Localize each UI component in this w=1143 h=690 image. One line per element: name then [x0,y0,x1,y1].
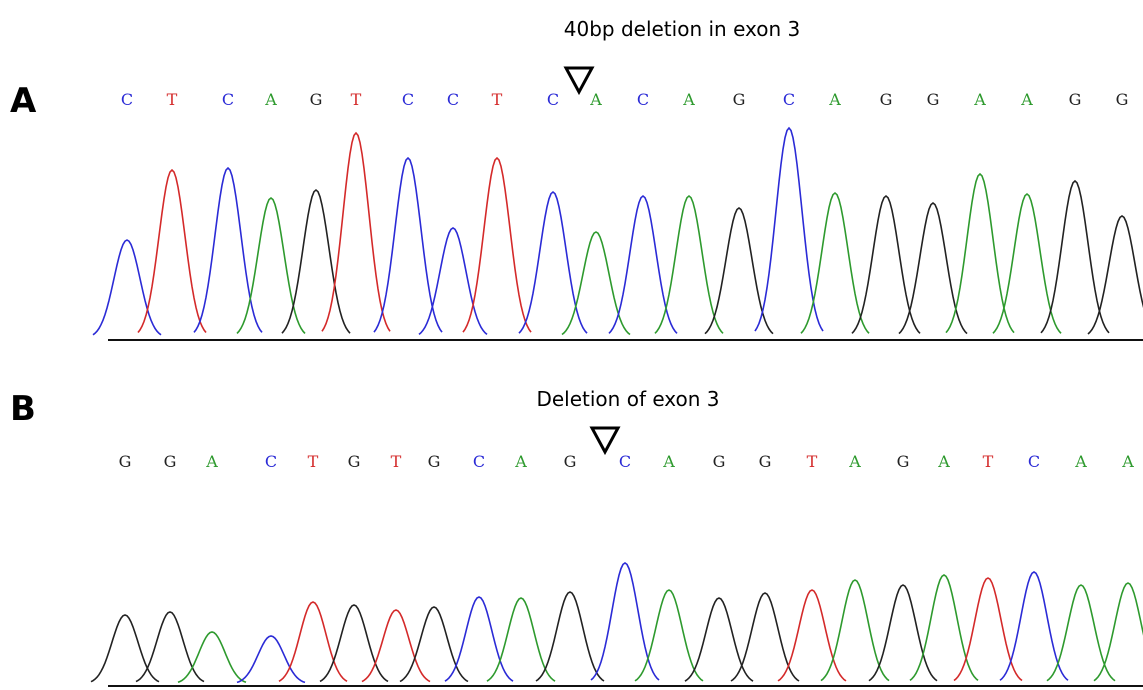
base-call: G [1069,90,1082,109]
base-call: G [119,452,132,471]
trace-peak [1094,583,1143,681]
base-call: G [880,90,893,109]
base-call: G [713,452,726,471]
base-call: C [783,90,795,109]
base-call: T [308,452,319,471]
trace-peak [910,575,978,680]
base-call: A [937,452,950,471]
trace-peak [279,602,347,681]
base-call: A [1121,452,1134,471]
base-call: A [589,90,602,109]
panel-label: B [10,389,36,429]
trace-peak [954,578,1022,681]
base-call: G [897,452,910,471]
figure: A 40bp deletion in exon 3 B Deletion of … [0,0,1143,690]
base-call: T [391,452,402,471]
base-call: G [310,90,323,109]
base-call: G [733,90,746,109]
trace-peak [93,240,161,335]
trace-peak [869,585,937,681]
base-call: T [807,452,818,471]
base-call: A [973,90,986,109]
base-call: C [222,90,234,109]
trace-peak [138,170,206,333]
base-call: T [351,90,362,109]
base-call: T [983,452,994,471]
base-call: G [759,452,772,471]
trace-peak [136,612,204,682]
trace-peak [705,208,773,334]
trace-peak [801,193,869,333]
deletion-marker [592,428,618,452]
base-call: A [514,452,527,471]
base-call: C [447,90,459,109]
base-call: C [547,90,559,109]
trace-peak [362,610,430,682]
base-call: A [662,452,675,471]
base-call: G [1116,90,1129,109]
trace-peak [194,168,262,332]
base-call: T [492,90,503,109]
trace-peak [519,192,587,333]
trace-peak [655,196,723,333]
trace-peak [322,133,390,331]
trace-peak [1041,181,1109,333]
trace-peak [463,158,531,332]
trace-peak [899,203,967,334]
panel-title: Deletion of exon 3 [536,387,719,411]
panel-title: 40bp deletion in exon 3 [564,17,800,41]
base-call: G [927,90,940,109]
deletion-marker [566,68,592,92]
base-call: A [828,90,841,109]
trace-peak [562,232,630,335]
trace-peak [731,593,799,681]
base-call: C [265,452,277,471]
base-call: C [402,90,414,109]
base-call: A [205,452,218,471]
base-call: C [619,452,631,471]
base-call: C [121,90,133,109]
trace-peak [320,605,388,681]
trace-peak [445,597,513,681]
trace-peak [635,590,703,681]
trace-peak [778,590,846,681]
trace-peak [591,563,659,680]
trace-peak [237,636,305,682]
base-call: C [1028,452,1040,471]
trace-peak [685,598,753,681]
trace-peak [282,190,350,333]
trace-peak [91,615,159,682]
base-call: C [473,452,485,471]
base-call: G [348,452,361,471]
base-call: A [1020,90,1033,109]
base-call: A [848,452,861,471]
trace-peak [237,198,305,333]
base-call: A [682,90,695,109]
base-call: A [264,90,277,109]
base-call: T [167,90,178,109]
base-call: C [637,90,649,109]
base-call: A [1074,452,1087,471]
trace-peak [609,196,677,333]
base-call: G [564,452,577,471]
base-call: G [428,452,441,471]
trace-peak [1088,216,1143,334]
trace-peak [1047,585,1115,681]
trace-peak [536,592,604,681]
panel-label: A [10,81,37,121]
base-call: G [164,452,177,471]
